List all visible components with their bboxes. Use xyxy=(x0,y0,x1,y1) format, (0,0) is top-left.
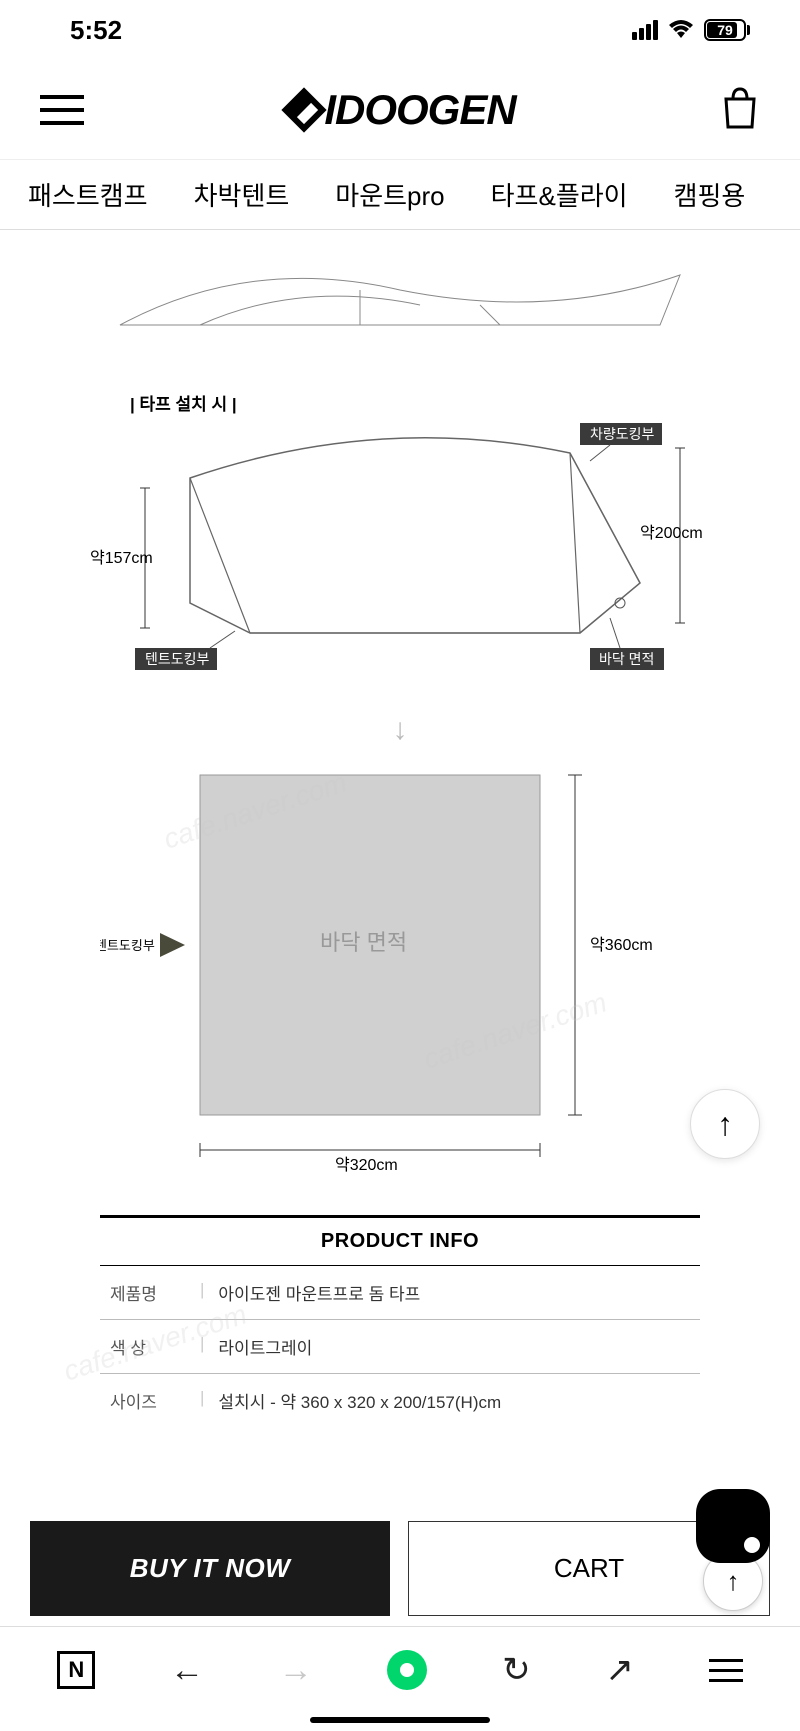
product-info-section: PRODUCT INFO 제품명 | 아이도젠 마운트프로 돔 타프 색 상 |… xyxy=(100,1215,700,1419)
floor-center-label: 바닥 면적 xyxy=(320,930,407,955)
info-row: 색 상 | 라이트그레이 xyxy=(100,1320,700,1374)
floor-area-diagram: cafe.naver.com cafe.naver.com 바닥 면적 텐트도킹… xyxy=(100,755,700,1175)
tarp-diagram-title: | 타프 설치 시 | xyxy=(130,390,800,415)
hamburger-menu-icon[interactable] xyxy=(40,95,84,125)
product-info-heading: PRODUCT INFO xyxy=(100,1215,700,1266)
dimension-label: 약320cm xyxy=(335,1156,398,1174)
info-value: 아이도젠 마운트프로 돔 타프 xyxy=(218,1280,420,1305)
tarp-setup-diagram: 약157cm 약200cm 차량도킹부 텐트도킹부 바닥 면적 xyxy=(80,423,720,683)
tag-car-docking: 차량도킹부 xyxy=(590,426,655,442)
info-row: 사이즈 | 설치시 - 약 360 x 320 x 200/157(H)cm xyxy=(100,1374,700,1419)
browser-menu-icon[interactable] xyxy=(709,1659,743,1682)
floating-buttons: ↑ xyxy=(696,1489,770,1611)
category-nav: 패스트캠프 차박텐트 마운트pro 타프&플라이 캠핑용 xyxy=(0,160,800,230)
nav-tab[interactable]: 차박텐트 xyxy=(194,176,290,213)
naver-home-icon[interactable]: N xyxy=(57,1651,95,1689)
shopping-bag-icon[interactable] xyxy=(720,85,760,134)
logo-mark-icon xyxy=(282,87,327,132)
dimension-label: 약360cm xyxy=(590,936,653,954)
status-indicators: 79 xyxy=(632,19,750,41)
dimension-label: 약200cm xyxy=(640,524,703,542)
info-row: 제품명 | 아이도젠 마운트프로 돔 타프 xyxy=(100,1266,700,1320)
nav-tab[interactable]: 캠핑용 xyxy=(674,176,746,213)
logo-text: IDOOGEN xyxy=(324,86,515,134)
battery-icon: 79 xyxy=(704,19,750,41)
down-arrow-icon: ↓ xyxy=(0,713,800,747)
browser-nav-bar: N ← → ↻ ↗ xyxy=(0,1626,800,1731)
nav-tab[interactable]: 마운트pro xyxy=(335,176,444,213)
info-label: 제품명 xyxy=(110,1280,200,1305)
tag-tent-docking: 텐트도킹부 xyxy=(145,651,210,667)
status-bar: 5:52 79 xyxy=(0,0,800,60)
browser-home-icon[interactable] xyxy=(387,1650,427,1690)
battery-percent: 79 xyxy=(717,22,733,38)
nav-tab[interactable]: 패스트캠프 xyxy=(28,176,148,213)
wifi-icon xyxy=(668,20,694,40)
browser-forward-icon[interactable]: → xyxy=(279,1651,313,1690)
dimension-label: 약157cm xyxy=(90,549,153,567)
info-label: 색 상 xyxy=(110,1334,200,1359)
info-value: 라이트그레이 xyxy=(218,1334,312,1359)
nav-tab[interactable]: 타프&플라이 xyxy=(491,176,628,213)
cellular-signal-icon xyxy=(632,20,658,40)
brand-logo[interactable]: IDOOGEN xyxy=(288,86,515,134)
browser-back-icon[interactable]: ← xyxy=(170,1651,204,1690)
product-detail-content: | 타프 설치 시 | 약157cm 약200cm 차량도킹부 텐트도킹부 바 xyxy=(0,230,800,1439)
home-indicator xyxy=(310,1717,490,1723)
buy-now-button[interactable]: BUY IT NOW xyxy=(30,1521,390,1616)
browser-share-icon[interactable]: ↗ xyxy=(605,1650,634,1690)
purchase-action-bar: BUY IT NOW CART xyxy=(0,1511,800,1626)
tag-tent-docking: 텐트도킹부 xyxy=(100,938,155,953)
browser-refresh-icon[interactable]: ↻ xyxy=(502,1650,531,1690)
product-sketch-top xyxy=(100,250,700,330)
tag-floor-area: 바닥 면적 xyxy=(599,651,654,667)
status-time: 5:52 xyxy=(70,15,122,46)
info-label: 사이즈 xyxy=(110,1388,200,1413)
chat-button[interactable] xyxy=(696,1489,770,1563)
app-header: IDOOGEN xyxy=(0,60,800,160)
info-value: 설치시 - 약 360 x 320 x 200/157(H)cm xyxy=(218,1388,501,1413)
scroll-to-top-button[interactable]: ↑ xyxy=(690,1089,760,1159)
